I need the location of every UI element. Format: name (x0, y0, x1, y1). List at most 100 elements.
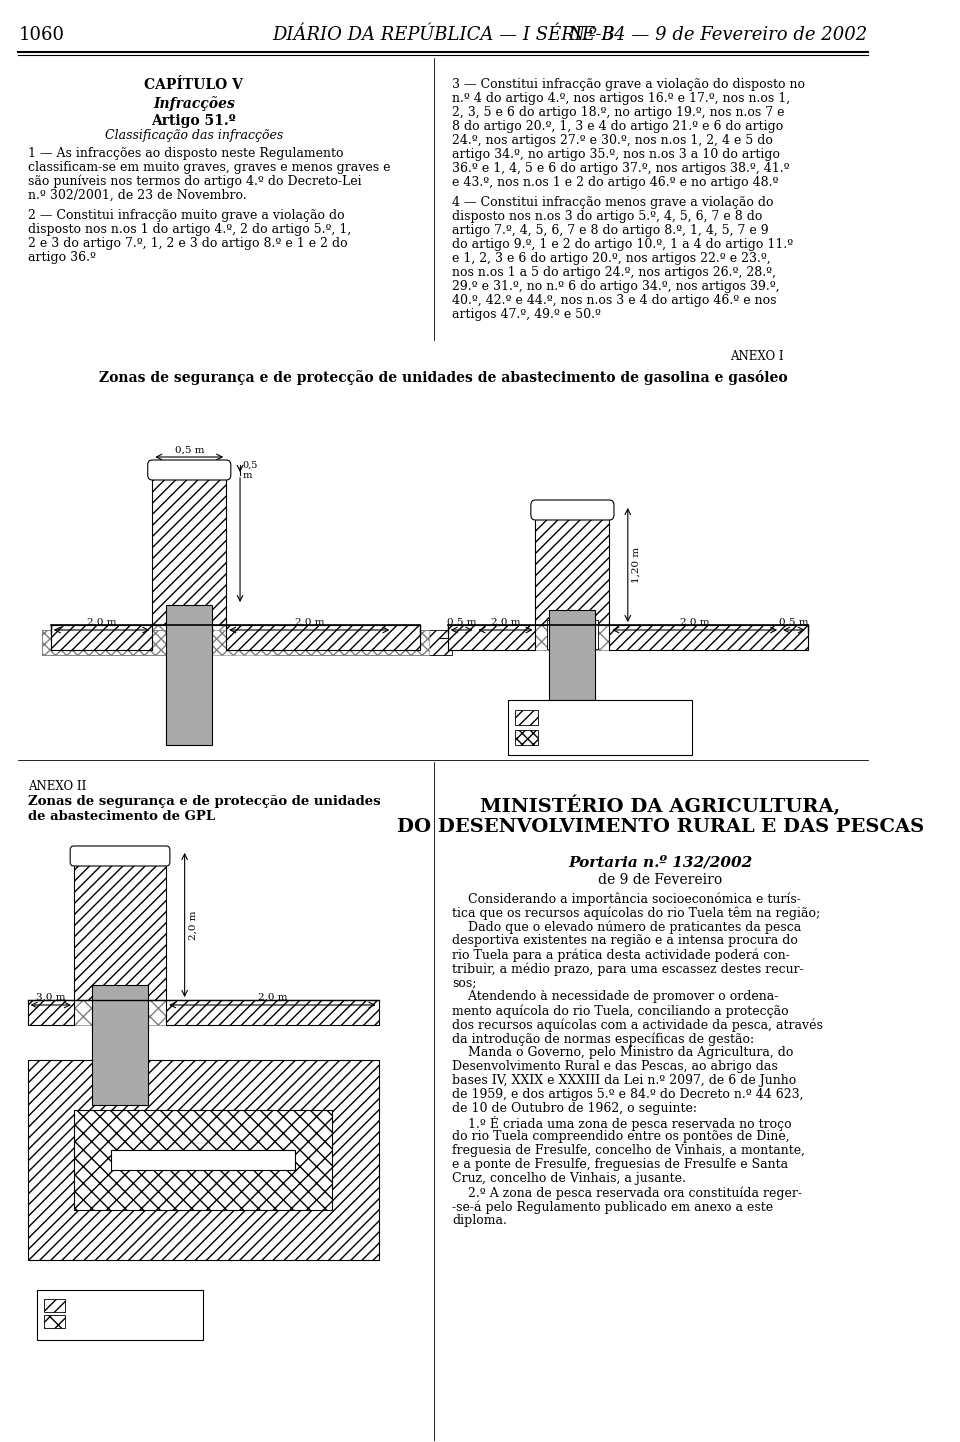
Text: DIÁRIO DA REPÚBLICA — I SÉRIE-B: DIÁRIO DA REPÚBLICA — I SÉRIE-B (272, 26, 614, 45)
Text: mento aquícola do rio Tuela, conciliando a protecção: mento aquícola do rio Tuela, conciliando… (452, 1004, 789, 1018)
Bar (44, 1315, 64, 1328)
Bar (110, 1151, 296, 1169)
Text: tica que os recursos aquícolas do rio Tuela têm na região;: tica que os recursos aquícolas do rio Tu… (452, 906, 821, 920)
Bar (536, 505, 610, 624)
Text: Infracções: Infracções (153, 97, 235, 111)
Text: -se-á pelo Regulamento publicado em anexo a este: -se-á pelo Regulamento publicado em anex… (452, 1200, 774, 1214)
Text: do artigo 9.º, 1 e 2 do artigo 10.º, 1 a 4 do artigo 11.º: do artigo 9.º, 1 e 2 do artigo 10.º, 1 a… (452, 238, 794, 251)
Text: Desenvolvimento Rural e das Pescas, ao abrigo das: Desenvolvimento Rural e das Pescas, ao a… (452, 1060, 779, 1073)
Text: 2.º A zona de pesca reservada ora constituída reger-: 2.º A zona de pesca reservada ora consti… (452, 1185, 803, 1200)
Text: CAPÍTULO V: CAPÍTULO V (144, 78, 243, 92)
Bar (153, 464, 227, 624)
Text: 1.º É criada uma zona de pesca reservada no troço: 1.º É criada uma zona de pesca reservada… (452, 1116, 792, 1131)
Text: desportiva existentes na região e a intensa procura do: desportiva existentes na região e a inte… (452, 934, 799, 947)
Text: - Zona de segurança: - Zona de segurança (69, 1301, 176, 1309)
Bar (51, 624, 420, 650)
Text: Classificação das infracções: Classificação das infracções (105, 128, 283, 141)
Text: rio Tuela para a prática desta actividade poderá con-: rio Tuela para a prática desta actividad… (452, 947, 790, 962)
Text: 0,5 m: 0,5 m (446, 619, 476, 627)
Bar (92, 985, 148, 1105)
Text: ANEXO II: ANEXO II (28, 780, 86, 793)
Text: Dado que o elevado número de praticantes da pesca: Dado que o elevado número de praticantes… (452, 920, 802, 933)
Text: - Zona de segurança: - Zona de segurança (542, 712, 658, 722)
Bar (447, 624, 807, 650)
Text: MINISTÉRIO DA AGRICULTURA,
DO DESENVOLVIMENTO RURAL E DAS PESCAS: MINISTÉRIO DA AGRICULTURA, DO DESENVOLVI… (396, 795, 924, 836)
Text: de 10 de Outubro de 1962, o seguinte:: de 10 de Outubro de 1962, o seguinte: (452, 1102, 697, 1115)
Text: Artigo 51.º: Artigo 51.º (152, 114, 236, 128)
Bar (28, 999, 378, 1025)
Text: 1060: 1060 (18, 26, 64, 45)
Text: artigo 36.º: artigo 36.º (28, 251, 96, 264)
Text: artigos 47.º, 49.º e 50.º: artigos 47.º, 49.º e 50.º (452, 309, 601, 322)
FancyBboxPatch shape (227, 624, 420, 650)
Text: e 1, 2, 3 e 6 do artigo 20.º, nos artigos 22.º e 23.º,: e 1, 2, 3 e 6 do artigo 20.º, nos artigo… (452, 252, 771, 265)
Bar (166, 999, 378, 1025)
Text: n.º 4 do artigo 4.º, nos artigos 16.º e 17.º, nos n.os 1,: n.º 4 do artigo 4.º, nos artigos 16.º e … (452, 92, 790, 105)
Text: - Zona de protecção: - Zona de protecção (69, 1317, 174, 1325)
Text: e a ponte de Fresulfe, freguesias de Fresulfe e Santa: e a ponte de Fresulfe, freguesias de Fre… (452, 1158, 788, 1171)
Text: 2,0 m: 2,0 m (295, 619, 324, 627)
Text: Manda o Governo, pelo Ministro da Agricultura, do: Manda o Governo, pelo Ministro da Agricu… (452, 1045, 794, 1058)
Text: 40.º, 42.º e 44.º, nos n.os 3 e 4 do artigo 46.º e nos: 40.º, 42.º e 44.º, nos n.os 3 e 4 do art… (452, 294, 777, 307)
Bar (610, 624, 807, 650)
Text: 0,5 m: 0,5 m (175, 446, 204, 456)
Text: Cruz, concelho de Vinhais, a jusante.: Cruz, concelho de Vinhais, a jusante. (452, 1172, 686, 1185)
Text: 8 do artigo 20.º, 1, 3 e 4 do artigo 21.º e 6 do artigo: 8 do artigo 20.º, 1, 3 e 4 do artigo 21.… (452, 120, 783, 133)
Text: de 9 de Fevereiro: de 9 de Fevereiro (598, 872, 722, 887)
Text: 1,20 m: 1,20 m (632, 547, 640, 583)
Text: nos n.os 1 a 5 do artigo 24.º, nos artigos 26.º, 28.º,: nos n.os 1 a 5 do artigo 24.º, nos artig… (452, 265, 777, 278)
Bar (166, 606, 212, 746)
Bar (447, 624, 536, 650)
Bar (36, 1291, 204, 1340)
Bar (273, 630, 424, 655)
Text: de 1959, e dos artigos 5.º e 84.º do Decreto n.º 44 623,: de 1959, e dos artigos 5.º e 84.º do Dec… (452, 1089, 804, 1102)
Bar (508, 699, 692, 756)
Text: 2 — Constitui infracção muito grave a violação do: 2 — Constitui infracção muito grave a vi… (28, 209, 345, 222)
Text: são puníveis nos termos do artigo 4.º do Decreto-Lei: são puníveis nos termos do artigo 4.º do… (28, 174, 361, 189)
FancyBboxPatch shape (531, 500, 614, 521)
Bar (44, 1299, 64, 1312)
Text: 0,5
m: 0,5 m (243, 460, 258, 480)
Bar (74, 1110, 332, 1210)
Text: diploma.: diploma. (452, 1214, 507, 1227)
Text: bases IV, XXIX e XXXIII da Lei n.º 2097, de 6 de Junho: bases IV, XXIX e XXXIII da Lei n.º 2097,… (452, 1074, 797, 1087)
Text: da introdução de normas específicas de gestão:: da introdução de normas específicas de g… (452, 1032, 755, 1045)
Bar (424, 630, 452, 655)
Text: 24.º, nos artigos 27.º e 30.º, nos n.os 1, 2, 4 e 5 do: 24.º, nos artigos 27.º e 30.º, nos n.os … (452, 134, 773, 147)
Text: 3,0 m: 3,0 m (36, 994, 65, 1002)
Text: do rio Tuela compreendido entre os pontões de Dine,: do rio Tuela compreendido entre os pontõ… (452, 1131, 790, 1144)
Text: dos recursos aquícolas com a actividade da pesca, através: dos recursos aquícolas com a actividade … (452, 1018, 824, 1031)
Text: Atendendo à necessidade de promover o ordena-: Atendendo à necessidade de promover o or… (452, 991, 779, 1004)
Text: 2,0 m: 2,0 m (86, 619, 116, 627)
Text: tribuir, a médio prazo, para uma escassez destes recur-: tribuir, a médio prazo, para uma escasse… (452, 962, 804, 975)
Bar (74, 849, 166, 999)
Text: 4 — Constitui infracção menos grave a violação do: 4 — Constitui infracção menos grave a vi… (452, 196, 774, 209)
Text: 0,5 m: 0,5 m (780, 619, 808, 627)
Text: 36.º e 1, 4, 5 e 6 do artigo 37.º, nos artigos 38.º, 41.º: 36.º e 1, 4, 5 e 6 do artigo 37.º, nos a… (452, 162, 790, 174)
Text: ANEXO I: ANEXO I (731, 350, 784, 363)
Text: disposto nos n.os 1 do artigo 4.º, 2 do artigo 5.º, 1,: disposto nos n.os 1 do artigo 4.º, 2 do … (28, 224, 351, 236)
Text: Zonas de segurança e de protecção de unidades de abastecimento de gasolina e gas: Zonas de segurança e de protecção de uni… (99, 371, 787, 385)
Text: sos;: sos; (452, 976, 477, 989)
Text: Zonas de segurança e de protecção de unidades
de abastecimento de GPL: Zonas de segurança e de protecção de uni… (28, 795, 380, 823)
Text: freguesia de Fresulfe, concelho de Vinhais, a montante,: freguesia de Fresulfe, concelho de Vinha… (452, 1144, 805, 1156)
Text: 29.º e 31.º, no n.º 6 do artigo 34.º, nos artigos 39.º,: 29.º e 31.º, no n.º 6 do artigo 34.º, no… (452, 280, 780, 293)
Bar (41, 630, 429, 655)
Text: 2, 3, 5 e 6 do artigo 18.º, no artigo 19.º, nos n.os 7 e: 2, 3, 5 e 6 do artigo 18.º, no artigo 19… (452, 107, 785, 120)
Bar (516, 709, 539, 725)
Text: 1,5 m: 1,5 m (106, 1005, 134, 1014)
FancyBboxPatch shape (70, 846, 170, 867)
Bar (28, 999, 74, 1025)
Text: N.º 34 — 9 de Fevereiro de 2002: N.º 34 — 9 de Fevereiro de 2002 (568, 26, 868, 45)
FancyBboxPatch shape (51, 624, 153, 650)
FancyBboxPatch shape (148, 460, 230, 480)
Text: 2,0 m: 2,0 m (188, 910, 198, 940)
Text: 2,0 m: 2,0 m (680, 619, 709, 627)
Text: n.º 302/2001, de 23 de Novembro.: n.º 302/2001, de 23 de Novembro. (28, 189, 247, 202)
Text: 3 — Constitui infracção grave a violação do disposto no: 3 — Constitui infracção grave a violação… (452, 78, 805, 91)
Text: artigo 34.º, no artigo 35.º, nos n.os 3 a 10 do artigo: artigo 34.º, no artigo 35.º, nos n.os 3 … (452, 149, 780, 162)
Text: e 43.º, nos n.os 1 e 2 do artigo 46.º e no artigo 48.º: e 43.º, nos n.os 1 e 2 do artigo 46.º e … (452, 176, 779, 189)
Bar (516, 730, 539, 746)
Bar (549, 610, 595, 699)
Text: disposto nos n.os 3 do artigo 5.º, 4, 5, 6, 7 e 8 do: disposto nos n.os 3 do artigo 5.º, 4, 5,… (452, 211, 763, 224)
